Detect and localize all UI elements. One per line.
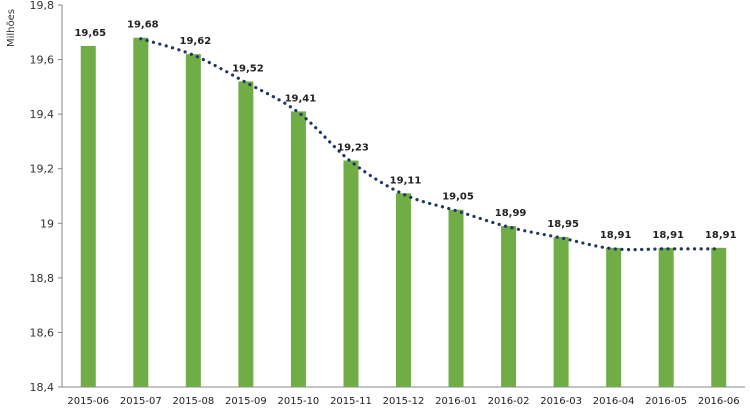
data-label: 19,65 bbox=[74, 28, 106, 39]
x-tick-label: 2015-11 bbox=[330, 396, 372, 407]
bar bbox=[501, 226, 517, 387]
x-tick-label: 2016-03 bbox=[540, 396, 582, 407]
x-tick-label: 2016-06 bbox=[698, 396, 740, 407]
bar bbox=[185, 54, 201, 387]
data-label: 18,91 bbox=[705, 230, 737, 241]
bar bbox=[80, 45, 96, 388]
x-tick-label: 2015-09 bbox=[225, 396, 267, 407]
data-label: 19,05 bbox=[442, 192, 474, 203]
trend-line-group bbox=[139, 37, 721, 252]
x-tick-label: 2016-04 bbox=[593, 396, 635, 407]
bar bbox=[606, 247, 622, 387]
x-tick-label: 2015-07 bbox=[120, 396, 162, 407]
bar bbox=[133, 37, 149, 387]
data-label: 19,23 bbox=[337, 143, 369, 154]
bar bbox=[553, 236, 569, 387]
y-tick-label: 19,8 bbox=[30, 0, 55, 12]
bar bbox=[396, 193, 411, 387]
y-tick-label: 19,4 bbox=[30, 108, 55, 121]
y-tick-label: 19,2 bbox=[30, 163, 55, 176]
x-tick-label: 2016-05 bbox=[645, 396, 687, 407]
data-label: 19,41 bbox=[285, 93, 317, 104]
x-tick-labels-group: 2015-06 2015-07 2015-08 2015-09 2015-10 2015-… bbox=[67, 396, 739, 407]
x-tick-label: 2015-10 bbox=[278, 396, 320, 407]
y-tick-label: 19,6 bbox=[30, 54, 55, 67]
trend-line bbox=[139, 37, 721, 252]
data-label: 18,91 bbox=[600, 230, 632, 241]
bar bbox=[711, 247, 727, 387]
data-label: 18,91 bbox=[652, 230, 684, 241]
x-tick-label: 2015-08 bbox=[172, 396, 214, 407]
bar bbox=[448, 209, 464, 387]
x-tick-label: 2016-02 bbox=[488, 396, 530, 407]
x-tick-label: 2015-06 bbox=[67, 396, 109, 407]
bar bbox=[238, 81, 254, 388]
data-label: 19,11 bbox=[390, 175, 422, 186]
y-tick-label: 18,4 bbox=[30, 381, 55, 394]
y-axis-label: Milhões bbox=[6, 9, 17, 47]
data-label: 19,52 bbox=[232, 63, 264, 74]
data-label: 18,99 bbox=[495, 208, 527, 219]
x-tick-label: 2015-12 bbox=[383, 396, 425, 407]
x-tick-label: 2016-01 bbox=[435, 396, 477, 407]
chart-axes: 18,4 18,6 18,8 19 19,2 19,4 19,6 19,8 bbox=[30, 0, 745, 394]
y-tick-label: 19 bbox=[40, 217, 54, 230]
bar bbox=[658, 247, 674, 387]
y-tick-label: 18,8 bbox=[30, 272, 55, 285]
bar bbox=[290, 111, 306, 388]
data-label: 19,62 bbox=[180, 36, 212, 47]
data-label: 18,95 bbox=[547, 219, 579, 230]
y-tick-label: 18,6 bbox=[30, 326, 55, 339]
bar bbox=[343, 160, 359, 387]
data-labels-group: 19,65 19,68 19,62 19,52 19,41 19,23 19,11 19,05… bbox=[74, 20, 736, 241]
data-label: 19,68 bbox=[127, 20, 159, 31]
chart-bars bbox=[80, 37, 727, 388]
